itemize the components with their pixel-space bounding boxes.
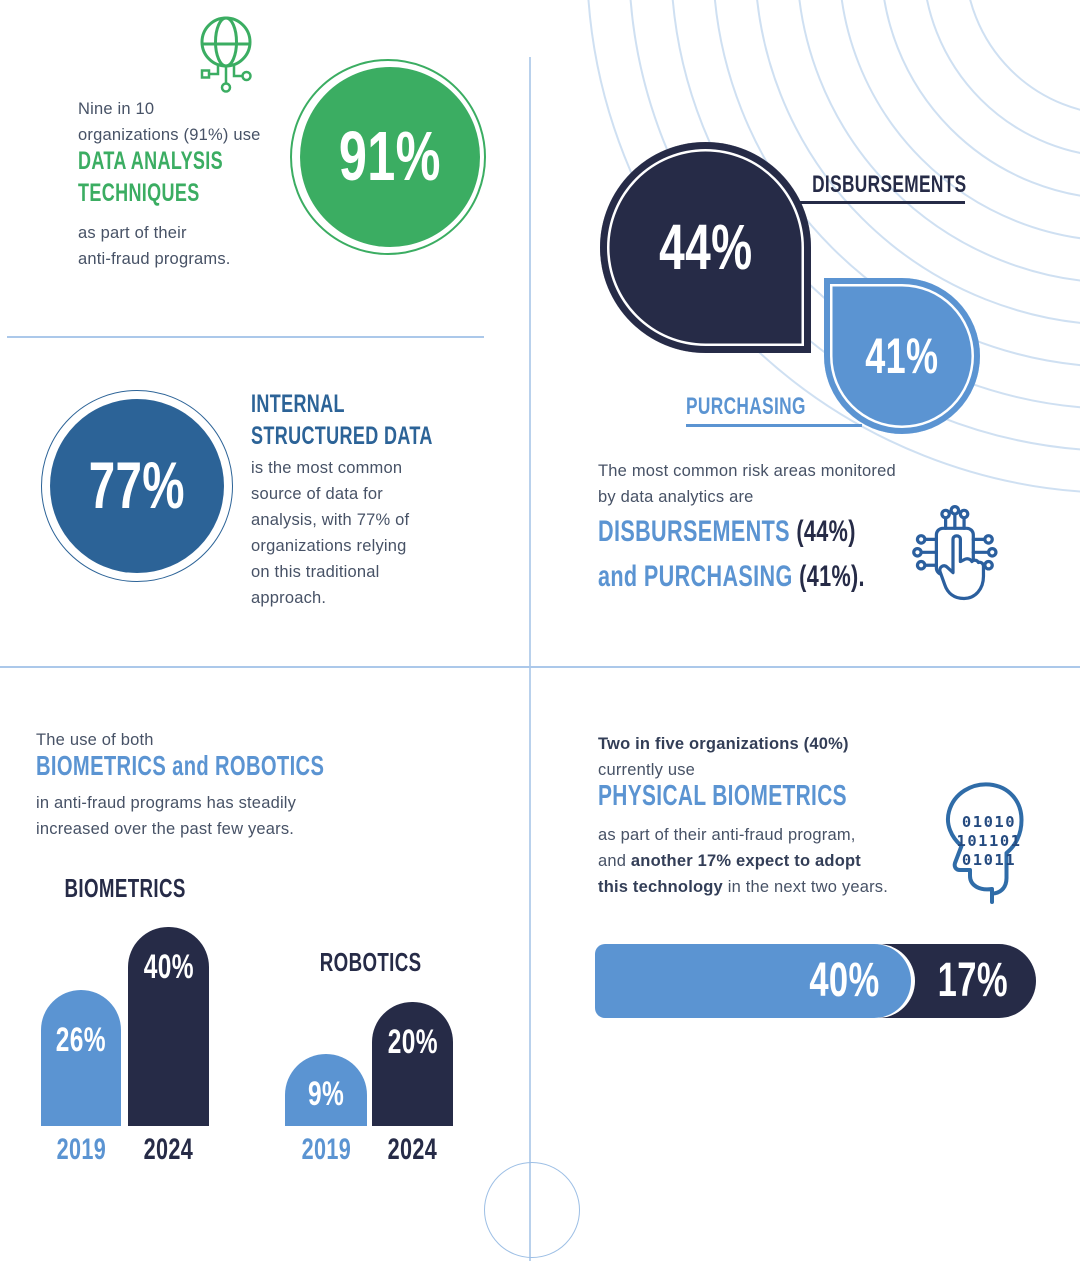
risk-body-2: by data analytics are [598,488,754,506]
year-label-biometrics-2024: 2024 [143,1133,194,1166]
binary-row-3: 01011 [962,851,1016,869]
current-use-value: 40% [809,954,880,1008]
disbursements-label: DISBURSEMENTS [812,171,967,198]
s77-body-line: analysis, with 77% of [251,511,410,529]
bar-value: 26% [55,1021,107,1059]
circuit-hand-icon [912,505,998,601]
stat-77-outer-ring [41,390,233,582]
biometrics-group-label: BIOMETRICS [64,873,186,903]
s77-body-line: on this traditional [251,563,380,581]
horizontal-divider-middle [0,666,1080,668]
risk-big-line-2: and PURCHASING (41%). [598,560,865,593]
purchasing-value: 41% [865,328,939,384]
s77-body: is the most common source of data for an… [251,455,409,611]
s77-headline-1: INTERNAL [251,390,345,418]
s91-line1: Nine in 10 [78,100,155,118]
binary-row-1: 01010 [962,813,1016,831]
physbio-headline: PHYSICAL BIOMETRICS [598,780,847,812]
risk-big-44: (44%) [796,515,856,548]
risk-big-41: (41%). [799,560,865,593]
physbio-line-4-bold: another 17% expect to adopt [630,852,861,870]
purchasing-teardrop: 41% [824,278,980,434]
physbio-line-4: and another 17% expect to adopt [598,848,861,874]
disbursements-teardrop: 44% [600,142,811,353]
year-label-robotics-2019: 2019 [301,1133,351,1166]
horizontal-divider-left [7,336,484,338]
physbio-line-5: this technology in the next two years. [598,874,888,900]
stat-77-circle: 77% [50,399,224,573]
head-binary-icon: 01010 101101 01011 [946,782,1024,904]
s91-line2: organizations (91%) use [78,126,261,144]
physbio-line-4-regular: and [598,852,631,870]
risk-big-purchasing: and PURCHASING [598,560,793,593]
s77-body-line: source of data for [251,485,384,503]
s91-headline-2: TECHNIQUES [78,179,200,207]
bar-value: 20% [387,1023,438,1061]
s77-body-line: organizations relying [251,537,407,555]
stat-91-outer-ring [290,59,486,255]
year-label-biometrics-2019: 2019 [56,1133,106,1166]
stat-91-value: 91% [339,117,441,196]
trend-headline: BIOMETRICS and ROBOTICS [36,750,325,781]
s77-body-line: approach. [251,589,327,607]
trend-intro-2: in anti-fraud programs has steadily [36,794,297,812]
bottom-circle-decoration [484,1162,580,1258]
stat-91-circle: 91% [300,67,480,247]
physbio-line-5-regular: in the next two years. [722,878,889,896]
s91-line4: anti-fraud programs. [78,250,231,268]
current-use-bar [595,944,911,1018]
physbio-bold-line: Two in five organizations (40%) [598,735,849,753]
physbio-line-5-bold: this technology [598,878,723,896]
expected-adoption-value: 17% [937,954,1009,1008]
s77-headline-2: STRUCTURED DATA [251,422,433,450]
network-globe-icon [200,16,252,93]
risk-body-1: The most common risk areas monitored [598,462,896,480]
stat-77-value: 77% [88,448,186,523]
bar-robotics-2019: 9% [285,1054,367,1126]
purchasing-underline [686,424,862,427]
bar-value: 9% [307,1075,345,1113]
bar-biometrics-2024: 40% [128,927,209,1126]
binary-row-2: 101101 [957,832,1022,850]
bar-robotics-2024: 20% [372,1002,453,1126]
s91-headline-1: DATA ANALYSIS [78,147,224,175]
disbursements-value: 44% [658,210,753,283]
trend-intro-3: increased over the past few years. [36,820,295,838]
bar-value: 40% [143,948,194,986]
physbio-line-2: currently use [598,761,696,779]
bar-biometrics-2019: 26% [41,990,121,1126]
s77-body-line: is the most common [251,459,403,477]
current-use-value-wrap: 40% [720,944,880,1018]
year-label-robotics-2024: 2024 [387,1133,438,1166]
risk-big-disbursements: DISBURSEMENTS [598,515,790,548]
disbursements-underline [797,201,965,204]
risk-big-line-1: DISBURSEMENTS (44%) [598,515,856,548]
robotics-group-label: ROBOTICS [320,947,422,977]
vertical-divider [529,57,531,1261]
s91-line3: as part of their [78,224,187,242]
expected-adoption-value-wrap: 17% [914,944,1032,1018]
purchasing-label: PURCHASING [686,393,806,420]
physbio-line-3: as part of their anti-fraud program, [598,826,856,844]
trend-intro-1: The use of both [36,731,154,749]
